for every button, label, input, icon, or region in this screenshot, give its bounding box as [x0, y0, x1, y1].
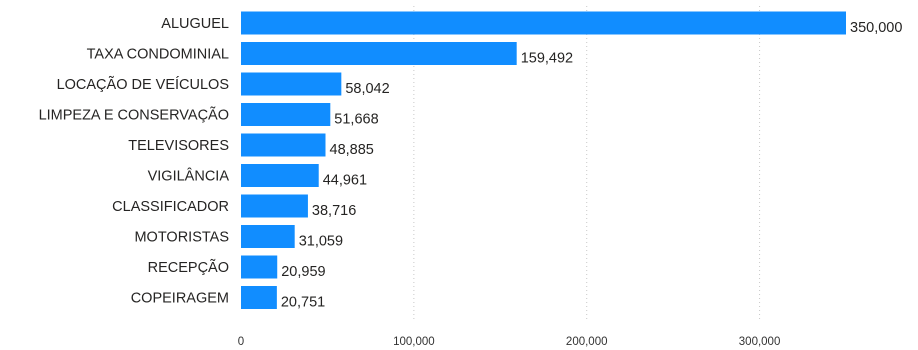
data-label: 20,751	[281, 295, 325, 311]
data-label: 38,716	[312, 203, 356, 219]
data-label: 20,959	[281, 264, 325, 280]
bar	[241, 194, 308, 218]
value-labels: 350,000 159,492 58,042 51,668 48,885 44,961 38…	[281, 20, 903, 311]
category-labels: ALUGUEL TAXA CONDOMINIAL LOCAÇÃO DE VEÍCUL…	[39, 16, 230, 307]
category-label: RECEPÇÃO	[148, 259, 229, 276]
bar	[241, 286, 277, 309]
data-label: 350,000	[850, 20, 902, 36]
bar	[241, 133, 326, 157]
category-label: CLASSIFICADOR	[112, 199, 229, 215]
bar	[241, 255, 278, 279]
x-axis-ticks: 0 100,000 200,000 300,000	[238, 336, 781, 348]
bars	[241, 11, 846, 309]
category-label: LIMPEZA E CONSERVAÇÃO	[39, 107, 229, 124]
category-label: COPEIRAGEM	[131, 291, 229, 307]
data-label: 159,492	[521, 51, 573, 67]
bar	[241, 72, 342, 96]
data-label: 48,885	[330, 142, 374, 158]
x-tick-label: 200,000	[566, 336, 608, 348]
category-label: VIGILÂNCIA	[148, 168, 230, 185]
data-label: 31,059	[299, 234, 343, 250]
bar	[241, 42, 517, 65]
bar	[241, 225, 295, 248]
bar	[241, 103, 331, 126]
bar	[241, 164, 319, 187]
bar	[241, 11, 846, 35]
x-tick-label: 0	[238, 336, 244, 348]
category-label: MOTORISTAS	[134, 230, 229, 246]
x-tick-label: 100,000	[393, 336, 435, 348]
data-label: 58,042	[345, 81, 389, 97]
category-label: TELEVISORES	[128, 138, 229, 154]
category-label: ALUGUEL	[161, 16, 229, 32]
data-label: 44,961	[323, 173, 367, 189]
x-tick-label: 300,000	[739, 336, 781, 348]
category-label: LOCAÇÃO DE VEÍCULOS	[57, 76, 229, 93]
category-label: TAXA CONDOMINIAL	[87, 47, 229, 63]
data-label: 51,668	[334, 112, 378, 128]
